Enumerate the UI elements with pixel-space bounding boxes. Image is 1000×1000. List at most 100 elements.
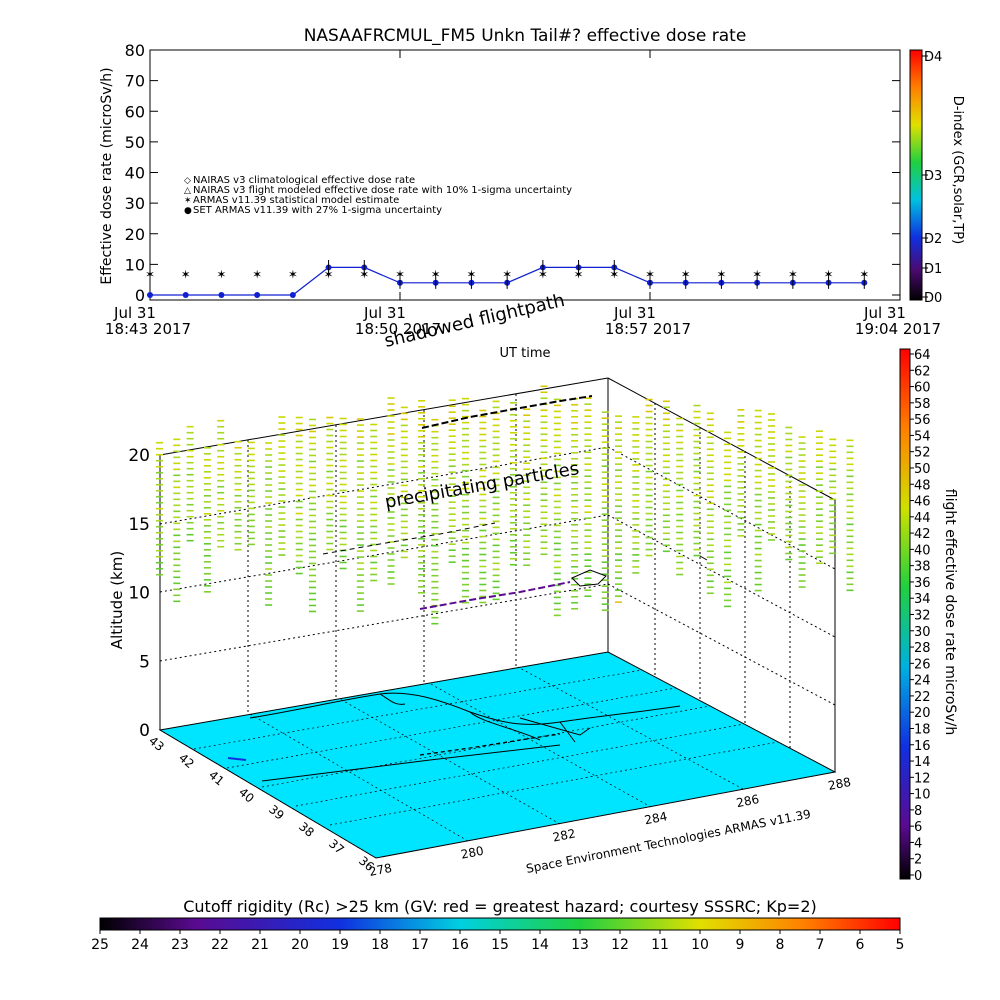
x-tick-label-date: Jul 31 xyxy=(363,304,406,322)
series-layer: ✶ ✶ ✶ ✶ ✶ ✶ ✶ ✶ ✶ ✶ ✶ ✶ ✶ ✶ ✶ ✶ ✶ ✶ ✶ ✶ ✶ xyxy=(145,259,869,298)
dose-tick-label: 36 xyxy=(914,576,931,591)
dose-tick-label: 44 xyxy=(914,511,931,526)
shadow-path-mid xyxy=(322,522,496,555)
x-tick-label-date: Jul 31 xyxy=(113,304,156,322)
dose-tick-label: 16 xyxy=(914,739,931,754)
armas-model-point: ✶ xyxy=(431,268,441,282)
latitude-tick-label: 37 xyxy=(326,836,347,857)
armas-model-point: ✶ xyxy=(752,268,762,282)
y-tick-label: 30 xyxy=(125,194,145,213)
longitude-tick-label: 282 xyxy=(552,826,577,844)
coastline xyxy=(227,692,681,782)
armas-model-point: ✶ xyxy=(538,268,548,282)
dose-tick-label: 30 xyxy=(914,625,931,640)
cutoff-tick-label: 10 xyxy=(691,937,709,953)
armas-model-point: ✶ xyxy=(145,268,155,282)
armas-model-point: ✶ xyxy=(609,268,619,282)
dose-dot-cloud xyxy=(156,385,854,625)
dose-tick-label: 54 xyxy=(914,429,931,444)
dose-tick-label: 18 xyxy=(914,722,931,737)
set-armas-point xyxy=(254,292,261,298)
longitude-ticks: 278 280 282 284 286 288 xyxy=(368,775,852,879)
cutoff-tick-label: 23 xyxy=(171,937,189,953)
latitude-tick-label: 39 xyxy=(266,802,287,823)
x-tick-label-time: 18:50 2017 xyxy=(355,320,441,338)
armas-model-point: ✶ xyxy=(645,268,655,282)
flight-path-high xyxy=(421,395,593,429)
armas-model-point: ✶ xyxy=(466,268,476,282)
latitude-tick-label: 42 xyxy=(176,751,197,772)
y-tick-label: 0 xyxy=(135,286,145,305)
cutoff-tick-label: 20 xyxy=(291,937,309,953)
x-tick-label-time: 18:43 2017 xyxy=(105,320,191,338)
set-armas-point xyxy=(147,292,153,298)
dose-tick-label: 6 xyxy=(914,820,922,835)
flight-path-low xyxy=(419,581,571,610)
armas-model-point: ✶ xyxy=(181,268,191,282)
cutoff-tick-label: 5 xyxy=(896,937,905,953)
altitude-axis-label: Altitude (km) xyxy=(108,551,126,649)
longitude-tick-label: 288 xyxy=(827,775,852,793)
y-tick-label: 80 xyxy=(125,41,145,60)
dose-tick-label: 32 xyxy=(914,609,931,624)
cutoff-ticks: 25 24 23 22 21 20 19 18 17 16 15 14 13 12 11 10 9 8 7 6 5 xyxy=(91,930,904,953)
cutoff-tick-label: 6 xyxy=(856,937,865,953)
x-tick-label-date: Jul 31 xyxy=(613,304,656,322)
dose-tick-label: 46 xyxy=(914,495,931,510)
armas-model-point: ✶ xyxy=(216,268,226,282)
d-index-tick-label: D1 xyxy=(924,262,942,277)
cutoff-tick-label: 13 xyxy=(571,937,589,953)
set-armas-point xyxy=(182,292,189,298)
cutoff-title: Cutoff rigidity (Rc) >25 km (GV: red = g… xyxy=(183,897,817,916)
legend-label: ARMAS v11.39 statistical model estimate xyxy=(193,195,399,206)
dose-tick-label: 40 xyxy=(914,543,931,558)
cutoff-tick-label: 9 xyxy=(736,937,745,953)
armas-model-point: ✶ xyxy=(681,268,691,282)
cutoff-tick-label: 7 xyxy=(816,937,825,953)
legend-symbol: △ xyxy=(184,186,191,196)
dose-tick-label: 14 xyxy=(914,755,931,770)
dose-colorbar-label: flight effective dose rate microSv/h xyxy=(942,489,958,735)
longitude-tick-label: 278 xyxy=(368,861,393,879)
armas-model-point: ✶ xyxy=(324,268,334,282)
d-index-ticks: D0 D1 D2 D3 D4 xyxy=(922,50,942,306)
cutoff-tick-label: 15 xyxy=(491,937,509,953)
cutoff-tick-label: 8 xyxy=(776,937,785,953)
dose-tick-label: 20 xyxy=(914,706,931,721)
dose-tick-label: 0 xyxy=(914,869,922,884)
dose-tick-label: 10 xyxy=(914,788,931,803)
longitude-tick-label: 280 xyxy=(460,844,485,862)
armas-model-point: ✶ xyxy=(502,268,512,282)
dose-rate-chart: NASAAFRCMUL_FM5 Unkn Tail#? effective do… xyxy=(99,26,965,361)
dose-tick-label: 8 xyxy=(914,804,922,819)
latitude-tick-label: 38 xyxy=(296,819,317,840)
y-tick-label: 60 xyxy=(125,102,145,121)
legend-symbol: ◇ xyxy=(184,176,191,186)
dose-tick-label: 28 xyxy=(914,641,931,656)
armas-model-point: ✶ xyxy=(252,268,262,282)
legend: ◇ NAIRAS v3 climatological effective dose… xyxy=(184,175,572,216)
path-tick xyxy=(699,555,708,561)
legend-label: NAIRAS v3 climatological effective dose … xyxy=(193,175,415,186)
altitude-ticks: 0 5 10 15 20 xyxy=(128,446,150,741)
cutoff-tick-label: 12 xyxy=(611,937,629,953)
dose-tick-label: 4 xyxy=(914,836,922,851)
y-tick-label: 10 xyxy=(125,255,145,274)
dose-colorbar-ticks: 0246810121416182022242628303234363840424… xyxy=(910,348,931,884)
d-index-tick-label: D0 xyxy=(924,291,942,306)
legend-symbol: ✶ xyxy=(184,196,192,206)
y-tick-label: 20 xyxy=(125,225,145,244)
dose-tick-label: 12 xyxy=(914,771,931,786)
cutoff-tick-label: 14 xyxy=(531,937,549,953)
y-axis-ticks: 0 10 20 30 40 50 60 70 80 xyxy=(125,41,900,305)
set-armas-point xyxy=(218,292,225,298)
dose-tick-label: 48 xyxy=(914,478,931,493)
cutoff-tick-label: 16 xyxy=(451,937,469,953)
d-index-label: D-index (GCR,solar,TP) xyxy=(950,96,965,244)
y-tick-label: 50 xyxy=(125,133,145,152)
dose-tick-label: 22 xyxy=(914,690,931,705)
dose-tick-label: 58 xyxy=(914,397,931,412)
legend-symbol: ● xyxy=(184,206,192,216)
